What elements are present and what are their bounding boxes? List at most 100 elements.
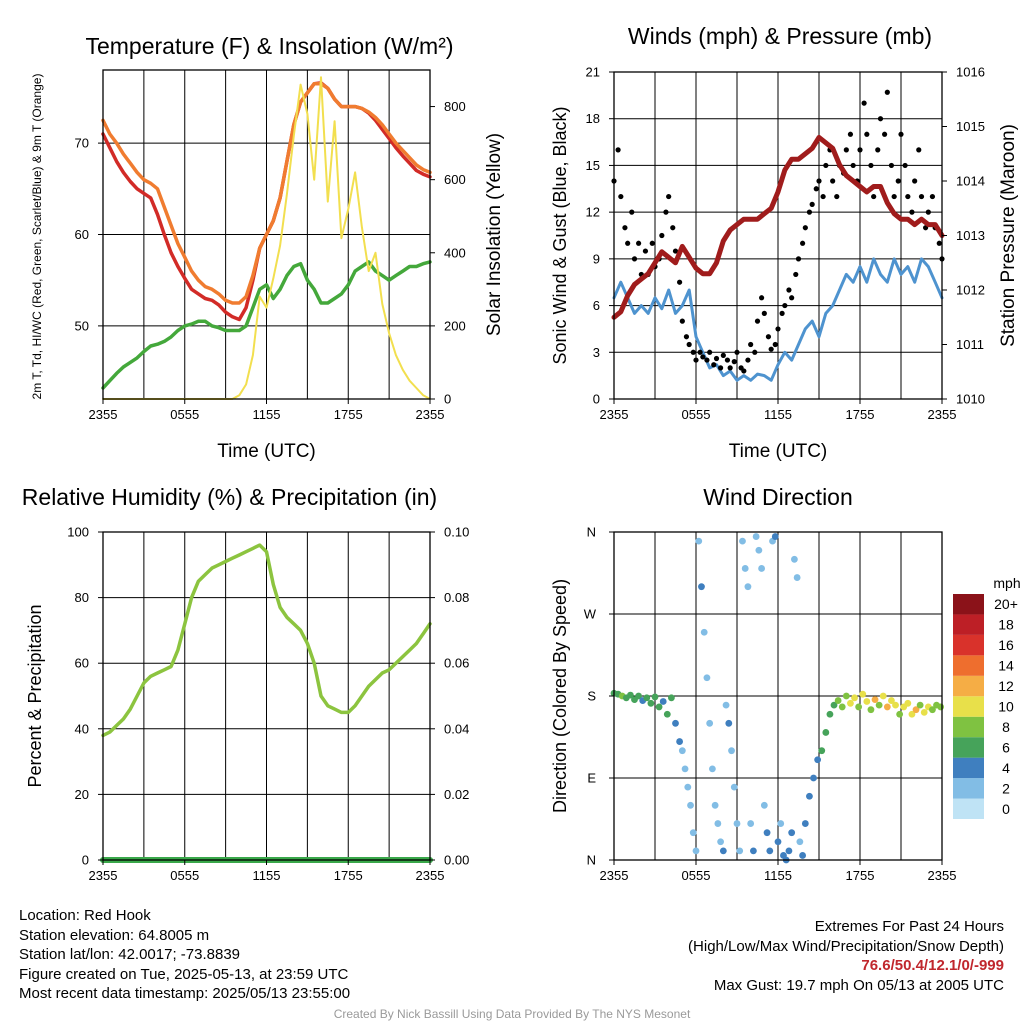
gust-point — [809, 201, 815, 207]
y-tick-label: 6 — [593, 298, 600, 313]
colorbar-label: 12 — [998, 678, 1014, 694]
series-station-pressure — [611, 134, 945, 320]
direction-point — [651, 693, 659, 701]
direction-point — [684, 783, 692, 791]
latlon-text: Station lat/lon: 42.0017; -73.8839 — [19, 946, 241, 964]
direction-point — [752, 533, 760, 540]
colorbar-swatch — [953, 798, 984, 819]
direction-point — [892, 701, 899, 709]
direction-point — [883, 703, 891, 711]
direction-point — [785, 847, 793, 855]
colorbar-swatch — [953, 778, 984, 799]
gust-point — [663, 209, 669, 215]
direction-point — [771, 533, 779, 540]
gust-point — [622, 225, 628, 231]
direction-point — [810, 774, 817, 782]
y-tick-label: E — [587, 771, 596, 786]
direction-point — [655, 703, 663, 711]
gust-point — [898, 131, 904, 137]
direction-point — [875, 701, 883, 709]
chart-winds: 2355 0555 1155 1755 235503691215182110101011… — [550, 23, 1019, 462]
y-tick-right-label: 0.06 — [444, 656, 469, 671]
gust-point — [683, 334, 690, 340]
chart-title: Relative Humidity (%) & Precipitation (i… — [22, 484, 437, 510]
gust-point — [912, 178, 918, 184]
direction-point — [643, 694, 651, 702]
direction-point — [728, 747, 735, 755]
gust-point — [929, 193, 936, 200]
direction-point — [834, 697, 842, 704]
gust-point — [745, 357, 751, 363]
gust-point — [823, 162, 829, 169]
gust-point — [884, 89, 890, 95]
series-sonic-wind — [612, 257, 944, 382]
credit-text: Created By Nick Bassill Using Data Provi… — [333, 1007, 691, 1021]
colorbar-label: 8 — [1002, 719, 1010, 735]
gust-point — [891, 193, 897, 200]
gust-point — [672, 248, 679, 254]
y-tick-right-label: 200 — [444, 318, 466, 333]
y-axis-label: Direction (Colored By Speed) — [550, 579, 570, 813]
colorbar-swatch — [953, 614, 984, 635]
elevation-text: Station elevation: 64.8005 m — [19, 926, 210, 944]
y-axis-label: 2m T, Td, HI/WC (Red, Green, Scarlet/Blu… — [30, 74, 44, 400]
colorbar-label: 10 — [998, 699, 1014, 715]
gust-point — [802, 225, 808, 231]
x-tick-label: 2355 — [928, 407, 957, 422]
station-info: Location: Red Hook Station elevation: 64… — [19, 906, 350, 1004]
chart-direction: 2355 0555 1155 1755 2355 N E S W N Wind Direction D… — [550, 484, 956, 883]
gust-point — [816, 178, 822, 184]
gust-point — [925, 209, 931, 215]
y-tick-label: 50 — [75, 318, 89, 333]
y-tick-label: N — [587, 853, 596, 868]
y-axis-label: Sonic Wind & Gust (Blue, Black) — [550, 106, 570, 364]
gust-point — [629, 209, 635, 215]
gust-point — [731, 359, 737, 365]
direction-point — [692, 847, 700, 855]
series-solar-insolation — [102, 76, 431, 400]
gust-point — [864, 131, 870, 137]
gust-point — [761, 310, 767, 316]
direction-point — [760, 801, 768, 809]
y-tick-label: 18 — [586, 111, 600, 126]
chart-title: Temperature (F) & Insolation (W/m²) — [85, 33, 453, 59]
gust-point — [711, 362, 717, 368]
colorbar-label: 4 — [1002, 760, 1010, 776]
y-tick-right-label: 600 — [444, 172, 466, 187]
x-tick-label: 1155 — [253, 407, 281, 422]
gust-point — [618, 193, 624, 200]
y-axis-right-label: Station Pressure (Maroon) — [998, 124, 1019, 347]
colorbar-swatch — [953, 716, 984, 738]
direction-point — [711, 801, 719, 809]
series-9m-t — [101, 81, 432, 305]
direction-point — [842, 692, 850, 700]
gust-point — [642, 248, 649, 254]
gust-point — [789, 295, 795, 301]
x-tick-label: 0555 — [170, 868, 199, 883]
colorbar-swatch — [953, 757, 984, 779]
direction-point — [847, 699, 854, 707]
colorbar-label: 2 — [1002, 780, 1010, 796]
y-tick-label: S — [587, 689, 596, 704]
direction-point — [741, 565, 749, 572]
gust-point — [636, 240, 642, 246]
y-tick-label: 80 — [75, 590, 89, 605]
direction-point — [678, 747, 686, 755]
direction-point — [871, 696, 879, 704]
direction-point — [912, 706, 920, 714]
x-tick-label: 2355 — [89, 407, 118, 422]
y-tick-label: 3 — [593, 345, 600, 360]
colorbar-swatch — [953, 737, 984, 758]
x-tick-label: 0555 — [170, 407, 199, 422]
gust-point — [868, 162, 874, 169]
gust-point — [686, 341, 692, 348]
x-tick-label: 0555 — [682, 407, 711, 422]
gust-point — [713, 355, 720, 362]
direction-point — [766, 847, 774, 855]
y-tick-right-label: 0.00 — [444, 853, 469, 868]
y-tick-label: 20 — [75, 787, 89, 802]
y-tick-label: 9 — [593, 251, 600, 266]
y-tick-right-label: 1012 — [956, 283, 985, 298]
colorbar-label: 20+ — [994, 596, 1018, 612]
gust-point — [697, 349, 703, 355]
